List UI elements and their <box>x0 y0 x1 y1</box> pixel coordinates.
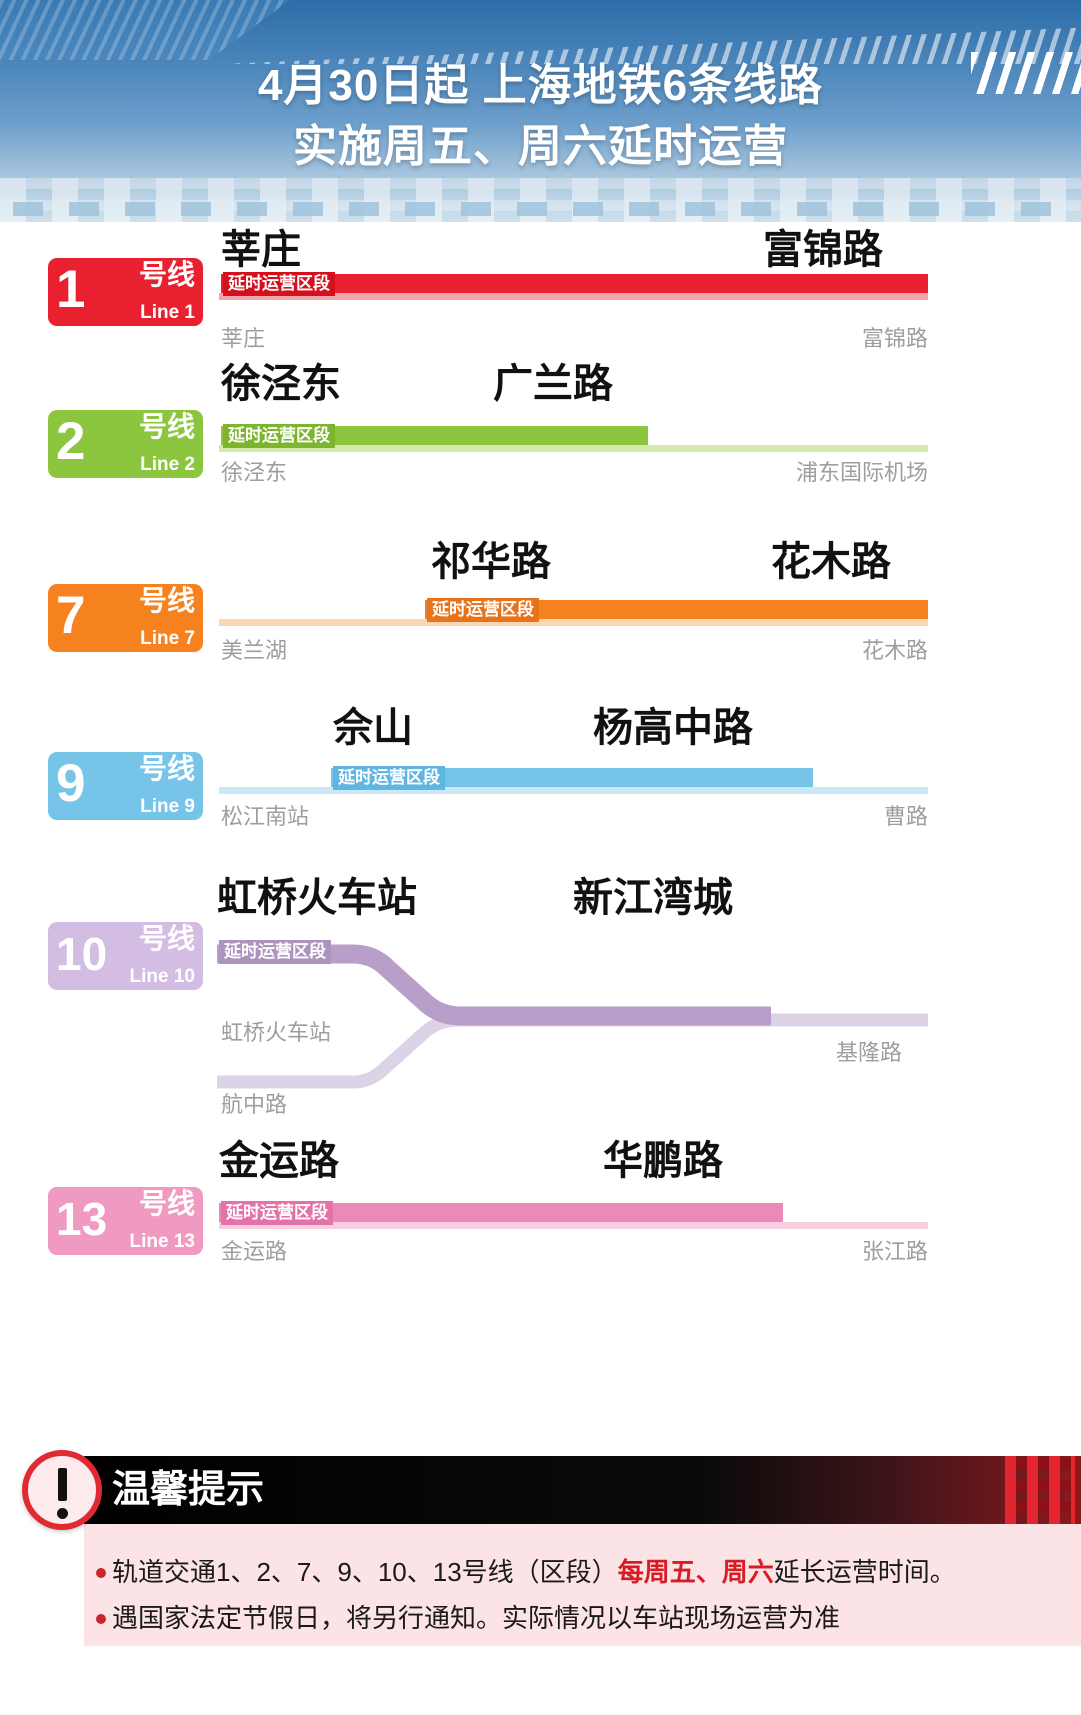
line-badge-2[interactable]: 2 号线 Line 2 <box>48 410 203 478</box>
line-badge-en-label: Line 10 <box>130 966 195 987</box>
notice-item-1: 轨道交通1、2、7、9、10、13号线（区段）每周五、周六延长运营时间。 <box>112 1555 956 1589</box>
line-badge-13[interactable]: 13 号线 Line 13 <box>48 1187 203 1255</box>
metro-line-row: 2号线Line 2徐泾东广兰路延时运营区段徐泾东浦东国际机场 <box>0 392 1081 562</box>
extended-segment-label: 延时运营区段 <box>427 598 539 622</box>
line-badge-en-label: Line 2 <box>140 454 195 475</box>
line-badge-cn-label: 号线 <box>139 412 195 442</box>
line-badge-number: 9 <box>56 752 85 817</box>
terminus-label-right: 张江路 <box>862 1239 928 1265</box>
terminus-label-right: 浦东国际机场 <box>796 460 928 486</box>
line-full-route-bar <box>219 619 928 626</box>
station-name-end: 富锦路 <box>763 228 883 272</box>
line-track: 徐泾东广兰路延时运营区段徐泾东浦东国际机场 <box>203 392 928 562</box>
terminus-label-right: 曹路 <box>884 804 928 830</box>
extended-segment-label: 延时运营区段 <box>333 766 445 790</box>
terminus-label-right: 基隆路 <box>836 1040 902 1066</box>
metro-line-row: 13号线Line 13金运路华鹏路延时运营区段金运路张江路 <box>0 1167 1081 1337</box>
metro-line-row: 10号线Line 10虹桥火车站新江湾城延时运营区段虹桥火车站航中路基隆路 <box>0 902 1081 1167</box>
line-badge-en-label: Line 13 <box>130 1231 195 1252</box>
terminus-label-right: 花木路 <box>862 638 928 664</box>
station-name-start: 徐泾东 <box>221 362 341 406</box>
terminus-label-left: 虹桥火车站 <box>221 1020 331 1046</box>
line-badge-cn-label: 号线 <box>139 260 195 290</box>
line-badge-10[interactable]: 10 号线 Line 10 <box>48 922 203 990</box>
bullet-dot-icon <box>96 1614 106 1624</box>
terminus-label-left: 徐泾东 <box>221 460 287 486</box>
line-track: 金运路华鹏路延时运营区段金运路张江路 <box>203 1167 928 1337</box>
line-badge-en-label: Line 1 <box>140 302 195 323</box>
extended-segment-label: 延时运营区段 <box>221 1201 333 1225</box>
page-title-line2: 实施周五、周六延时运营 <box>0 117 1081 178</box>
notice-item-2: 遇国家法定节假日，将另行通知。实际情况以车站现场运营为准 <box>112 1601 840 1635</box>
metro-line-row: 9号线Line 9佘山杨高中路延时运营区段松江南站曹路 <box>0 732 1081 902</box>
line-badge-cn-label: 号线 <box>139 586 195 616</box>
terminus-label-left: 金运路 <box>221 1239 287 1265</box>
line-10-branch-diagram <box>203 942 933 1157</box>
extended-segment-label: 延时运营区段 <box>219 940 331 964</box>
line-badge-number: 13 <box>56 1187 107 1252</box>
notice-item-1-highlight: 每周五、周六 <box>618 1557 774 1587</box>
terminus-label-left: 松江南站 <box>221 804 309 830</box>
metro-lines-list: 1号线Line 1莘庄富锦路延时运营区段莘庄富锦路2号线Line 2徐泾东广兰路… <box>0 222 1081 1337</box>
metro-line-row: 7号线Line 7祁华路花木路延时运营区段美兰湖花木路 <box>0 562 1081 732</box>
header-banner: 4月30日起 上海地铁6条线路 实施周五、周六延时运营 <box>0 0 1081 222</box>
station-name-end: 新江湾城 <box>573 876 733 920</box>
terminus-label-left-branch: 航中路 <box>221 1092 287 1118</box>
line-badge-number: 7 <box>56 584 85 649</box>
line-badge-en-label: Line 9 <box>140 796 195 817</box>
warning-exclamation-icon <box>22 1450 102 1530</box>
line-badge-7[interactable]: 7 号线 Line 7 <box>48 584 203 652</box>
page-title: 4月30日起 上海地铁6条线路 实施周五、周六延时运营 <box>0 56 1081 177</box>
line-badge-number: 1 <box>56 258 85 323</box>
terminus-label-left: 莘庄 <box>221 326 265 352</box>
line-badge-1[interactable]: 1 号线 Line 1 <box>48 258 203 326</box>
station-name-start: 佘山 <box>333 706 413 750</box>
notice-item-1-part-c: 延长运营时间。 <box>774 1557 956 1587</box>
line-badge-cn-label: 号线 <box>139 924 195 954</box>
header-checker-strip <box>13 202 1073 216</box>
terminus-label-right: 富锦路 <box>862 326 928 352</box>
notice-panel: 温馨提示 轨道交通1、2、7、9、10、13号线（区段）每周五、周六延长运营时间… <box>0 1456 1081 1646</box>
line-badge-number: 10 <box>56 922 107 987</box>
line-track: 虹桥火车站新江湾城延时运营区段虹桥火车站航中路基隆路 <box>203 902 928 1167</box>
extended-segment-label: 延时运营区段 <box>223 272 335 296</box>
station-name-start: 莘庄 <box>221 228 301 272</box>
station-name-start: 虹桥火车站 <box>217 876 417 920</box>
station-name-end: 花木路 <box>771 540 891 584</box>
station-name-end: 华鹏路 <box>603 1139 723 1183</box>
notice-item-1-part-a: 轨道交通1、2、7、9、10、13号线（区段） <box>112 1557 618 1587</box>
line-badge-en-label: Line 7 <box>140 628 195 649</box>
station-name-end: 杨高中路 <box>593 706 753 750</box>
page-title-line1: 4月30日起 上海地铁6条线路 <box>0 56 1081 117</box>
terminus-label-left: 美兰湖 <box>221 638 287 664</box>
bullet-dot-icon <box>96 1568 106 1578</box>
station-name-end: 广兰路 <box>493 362 613 406</box>
station-name-start: 祁华路 <box>431 540 551 584</box>
extended-segment-label: 延时运营区段 <box>223 424 335 448</box>
line-badge-cn-label: 号线 <box>139 1189 195 1219</box>
line-badge-9[interactable]: 9 号线 Line 9 <box>48 752 203 820</box>
line-track: 祁华路花木路延时运营区段美兰湖花木路 <box>203 562 928 732</box>
notice-checker-decor <box>1005 1456 1075 1524</box>
line-badge-number: 2 <box>56 410 85 475</box>
line-full-route-bar <box>219 787 928 794</box>
line-badge-cn-label: 号线 <box>139 754 195 784</box>
station-name-start: 金运路 <box>219 1139 339 1183</box>
notice-title: 温馨提示 <box>112 1468 264 1512</box>
